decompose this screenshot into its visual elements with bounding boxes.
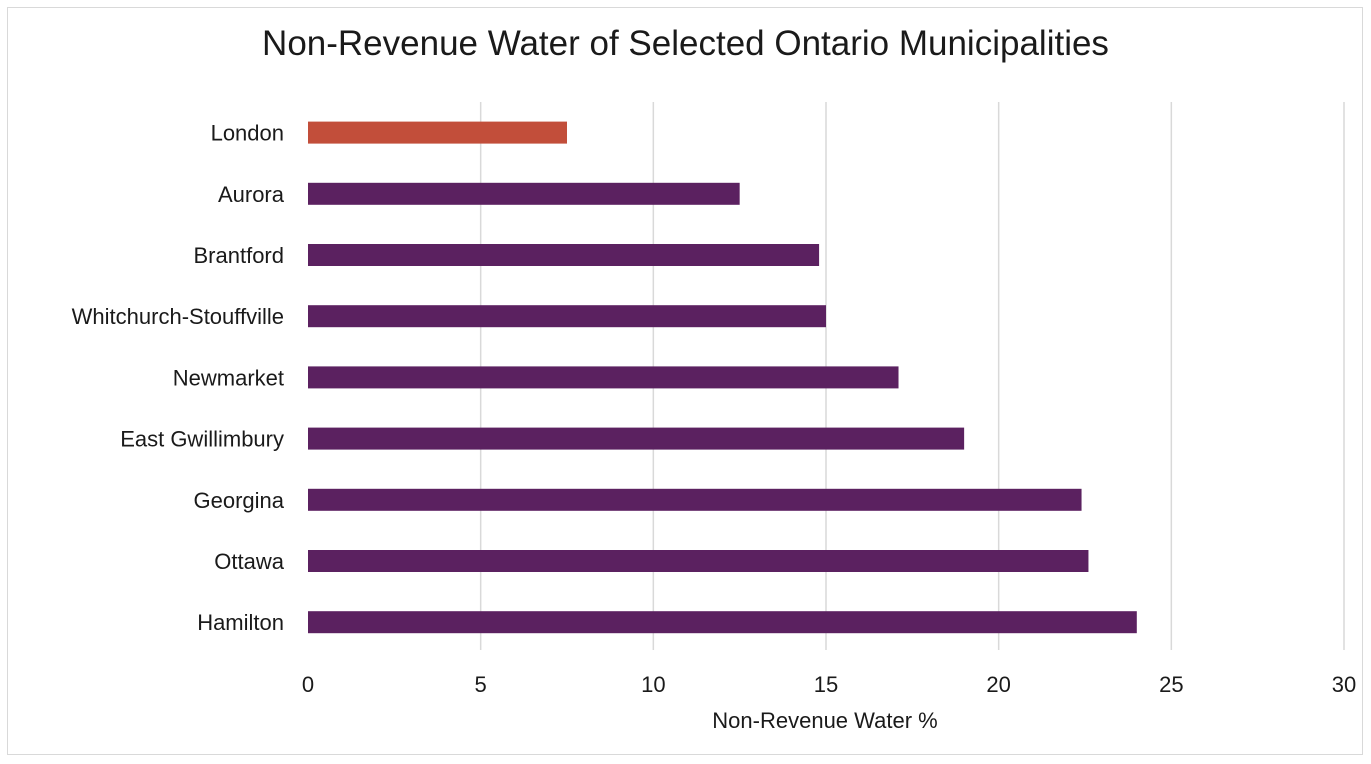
- chart-title: Non-Revenue Water of Selected Ontario Mu…: [262, 24, 1109, 63]
- x-tick-label: 0: [302, 672, 314, 697]
- x-tick-label: 30: [1332, 672, 1356, 697]
- category-label: Aurora: [218, 182, 285, 207]
- category-label: Newmarket: [173, 365, 284, 390]
- category-label: Hamilton: [197, 610, 284, 635]
- category-label: Brantford: [194, 243, 285, 268]
- x-tick-label: 15: [814, 672, 838, 697]
- category-label: Ottawa: [214, 549, 284, 574]
- category-label: Georgina: [193, 488, 284, 513]
- bar-london: [308, 121, 567, 144]
- bar-hamilton: [308, 611, 1137, 634]
- bar-georgina: [308, 488, 1082, 511]
- bar-brantford: [308, 244, 820, 266]
- x-tick-label: 10: [641, 672, 665, 697]
- bar-newmarket: [308, 366, 899, 389]
- bars: [308, 121, 1137, 634]
- x-tick-label: 5: [475, 672, 487, 697]
- x-tick-labels: 0 5 10 15 20 25 30: [302, 672, 1356, 697]
- category-label: East Gwillimbury: [120, 427, 284, 452]
- category-label: Whitchurch-Stouffville: [72, 304, 284, 329]
- category-labels: London Aurora Brantford Whitchurch-Stouffvi…: [72, 121, 285, 636]
- x-axis-title: Non-Revenue Water %: [712, 708, 937, 733]
- bar-ottawa: [308, 550, 1089, 572]
- category-label: London: [211, 121, 284, 146]
- x-tick-label: 25: [1159, 672, 1183, 697]
- bar-whitchurch-stouffville: [308, 305, 826, 328]
- x-tick-label: 20: [986, 672, 1010, 697]
- bar-aurora: [308, 182, 740, 205]
- bar-east-gwillimbury: [308, 427, 965, 450]
